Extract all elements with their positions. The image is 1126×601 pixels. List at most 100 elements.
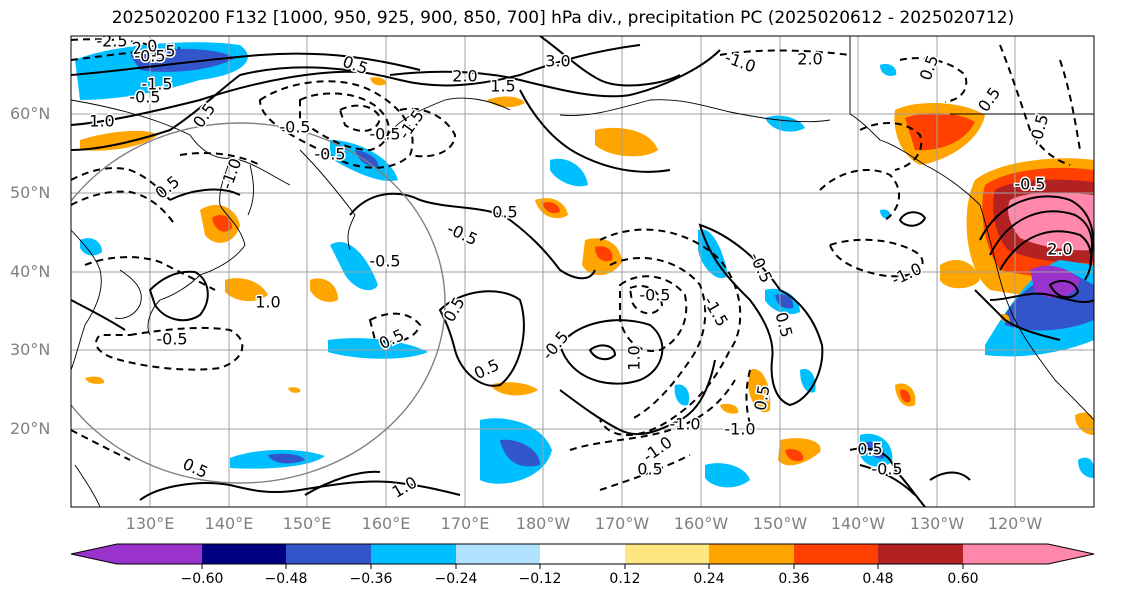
precip-patch xyxy=(748,369,771,413)
precip-patch xyxy=(310,278,338,302)
colorbar-tick-label: −0.24 xyxy=(434,571,478,587)
contour-label: -1.0 xyxy=(722,48,758,77)
contour-label: -0.5 xyxy=(129,88,160,107)
lon-label-120w: 120°W xyxy=(987,514,1043,533)
contour-label: -1.0 xyxy=(724,420,755,439)
lon-label-130w: 130°W xyxy=(909,514,965,533)
contour-label: -0.5 xyxy=(444,219,480,249)
contour-label: 1.0 xyxy=(625,345,644,370)
contours-positive xyxy=(71,36,1094,507)
contour-label: 0.5 xyxy=(857,440,882,459)
contours-negative xyxy=(71,38,1081,491)
precip-patch xyxy=(940,260,980,289)
precip-patch xyxy=(595,246,613,262)
colorbar-segment xyxy=(963,544,1048,564)
colorbar-tick-label: 0.12 xyxy=(609,571,641,587)
colorbar-tick-label: −0.48 xyxy=(264,571,308,587)
contour-labels: -2.5-1.52.0-0.5-1.51.0-0.50.50.5 2.01.53.… xyxy=(88,36,1074,503)
lon-label-180w: 180°W xyxy=(515,514,571,533)
lon-label-160e: 160°E xyxy=(361,514,411,533)
contour-label: -1.0 xyxy=(669,415,700,434)
lon-label-140e: 140°E xyxy=(204,514,254,533)
precip-patch xyxy=(487,96,525,108)
lon-label-140w: 140°W xyxy=(830,514,886,533)
colorbar-tick-marks xyxy=(201,564,964,569)
precip-patch xyxy=(1000,313,1010,323)
colorbar-segment xyxy=(117,544,202,564)
precip-patch xyxy=(1075,412,1094,435)
precip-patch xyxy=(880,209,891,219)
contour-label: -1.0 xyxy=(888,259,924,289)
contour-label: -1.5 xyxy=(144,42,175,61)
precip-patch xyxy=(674,384,690,406)
contour-label: -0.5 xyxy=(156,330,187,349)
colorbar-extend-min xyxy=(71,544,117,564)
precip-patch xyxy=(80,130,158,151)
contour-label: -1.5 xyxy=(141,75,172,94)
map-frame xyxy=(70,35,1095,508)
lat-label-40n: 40°N xyxy=(10,262,51,281)
contour-label: -0.5 xyxy=(279,118,310,137)
precip-patch xyxy=(212,215,232,232)
contour-label: -1.0 xyxy=(217,156,246,192)
lon-label-170e: 170°E xyxy=(440,514,490,533)
lat-label-50n: 50°N xyxy=(10,183,51,202)
coastlines xyxy=(71,36,1094,507)
precip-patch xyxy=(880,64,897,76)
precip-patch xyxy=(328,338,428,359)
contour-label: -0.5 xyxy=(1026,112,1052,147)
contour-label: -0.5 xyxy=(871,460,902,479)
contour-label: 2.0 xyxy=(452,67,477,86)
contour-label: 2.0 xyxy=(131,36,159,58)
colorbar-segment xyxy=(371,544,456,564)
contour-label: -0.5 xyxy=(746,249,776,285)
contour-label: 0.5 xyxy=(180,454,211,482)
figure-title: 2025020200 F132 [1000, 950, 925, 900, 85… xyxy=(111,8,1015,28)
precip-patch xyxy=(550,158,588,187)
contour-label: 0.5 xyxy=(152,172,184,203)
contour-label: 0.5 xyxy=(340,52,370,79)
contour-label: 0.5 xyxy=(771,310,796,340)
contour-label: 2.0 xyxy=(1047,240,1072,259)
contour-label: -0.5 xyxy=(369,125,400,144)
contour-label: 1.0 xyxy=(89,112,114,131)
contour-label: 2.0 xyxy=(797,50,822,69)
colorbar-segment xyxy=(286,544,371,564)
contour-label: 0.5 xyxy=(189,100,219,132)
precip-patch xyxy=(785,449,804,462)
precip-patch xyxy=(80,238,102,256)
precip-patch xyxy=(355,150,379,168)
colorbar-tick-label: −0.36 xyxy=(349,571,393,587)
precip-patch xyxy=(490,382,538,396)
precip-patch xyxy=(720,403,739,414)
contour-label: 0.5 xyxy=(974,84,1004,116)
precip-patch xyxy=(800,368,816,393)
precip-patch xyxy=(905,113,975,151)
precip-patch xyxy=(705,463,750,488)
contour-label: 0.5 xyxy=(637,460,662,479)
colorbar-extend-max xyxy=(1048,544,1094,564)
colorbar-segments xyxy=(71,544,1094,564)
contour-label: 1.0 xyxy=(389,473,421,502)
colorbar-tick-label: 0.36 xyxy=(778,571,810,587)
precip-patch xyxy=(1008,192,1094,251)
contour-label: -0.5 xyxy=(639,286,670,305)
precip-patch xyxy=(268,453,305,464)
colorbar-segment xyxy=(709,544,794,564)
contour-label: -0.5 xyxy=(314,145,345,164)
colorbar xyxy=(70,543,1095,569)
precipitation-shading xyxy=(75,42,1094,488)
lat-label-30n: 30°N xyxy=(10,340,51,359)
colorbar-tick-label: −0.60 xyxy=(180,571,224,587)
colorbar-tick-label: 0.48 xyxy=(862,571,894,587)
reference-circle xyxy=(71,122,446,484)
lon-label-130e: 130°E xyxy=(125,514,175,533)
lon-label-160w: 160°W xyxy=(673,514,729,533)
colorbar-segment xyxy=(794,544,878,564)
colorbar-segment xyxy=(878,544,963,564)
precip-patch xyxy=(765,115,805,132)
contour-label: -0.5 xyxy=(134,47,165,66)
colorbar-tick-label: 0.60 xyxy=(947,571,979,587)
contour-label: 0.5 xyxy=(492,203,517,222)
lon-label-150e: 150°E xyxy=(282,514,332,533)
